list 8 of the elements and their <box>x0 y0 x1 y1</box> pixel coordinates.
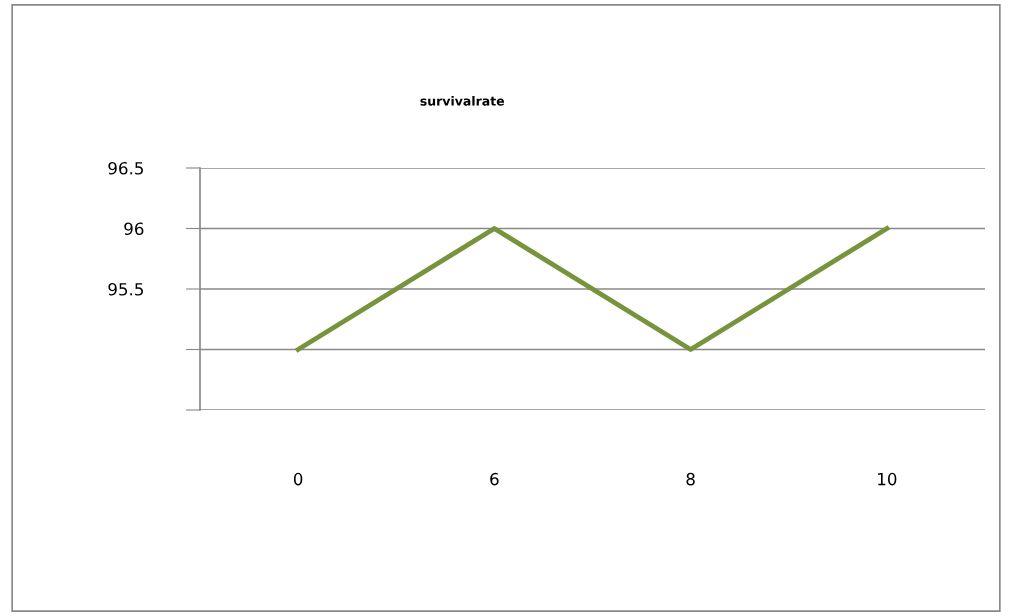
x-tick-label: 6 <box>490 472 499 486</box>
x-tick-label: 8 <box>686 472 695 486</box>
y-tick-label: 96 <box>124 222 144 236</box>
y-tick-label: 96.5 <box>108 161 143 175</box>
chart-title: survivalrate <box>420 96 505 106</box>
y-tick-label: 95.5 <box>108 282 143 296</box>
x-tick-label: 0 <box>293 472 303 486</box>
x-tick-label: 10 <box>878 472 897 486</box>
